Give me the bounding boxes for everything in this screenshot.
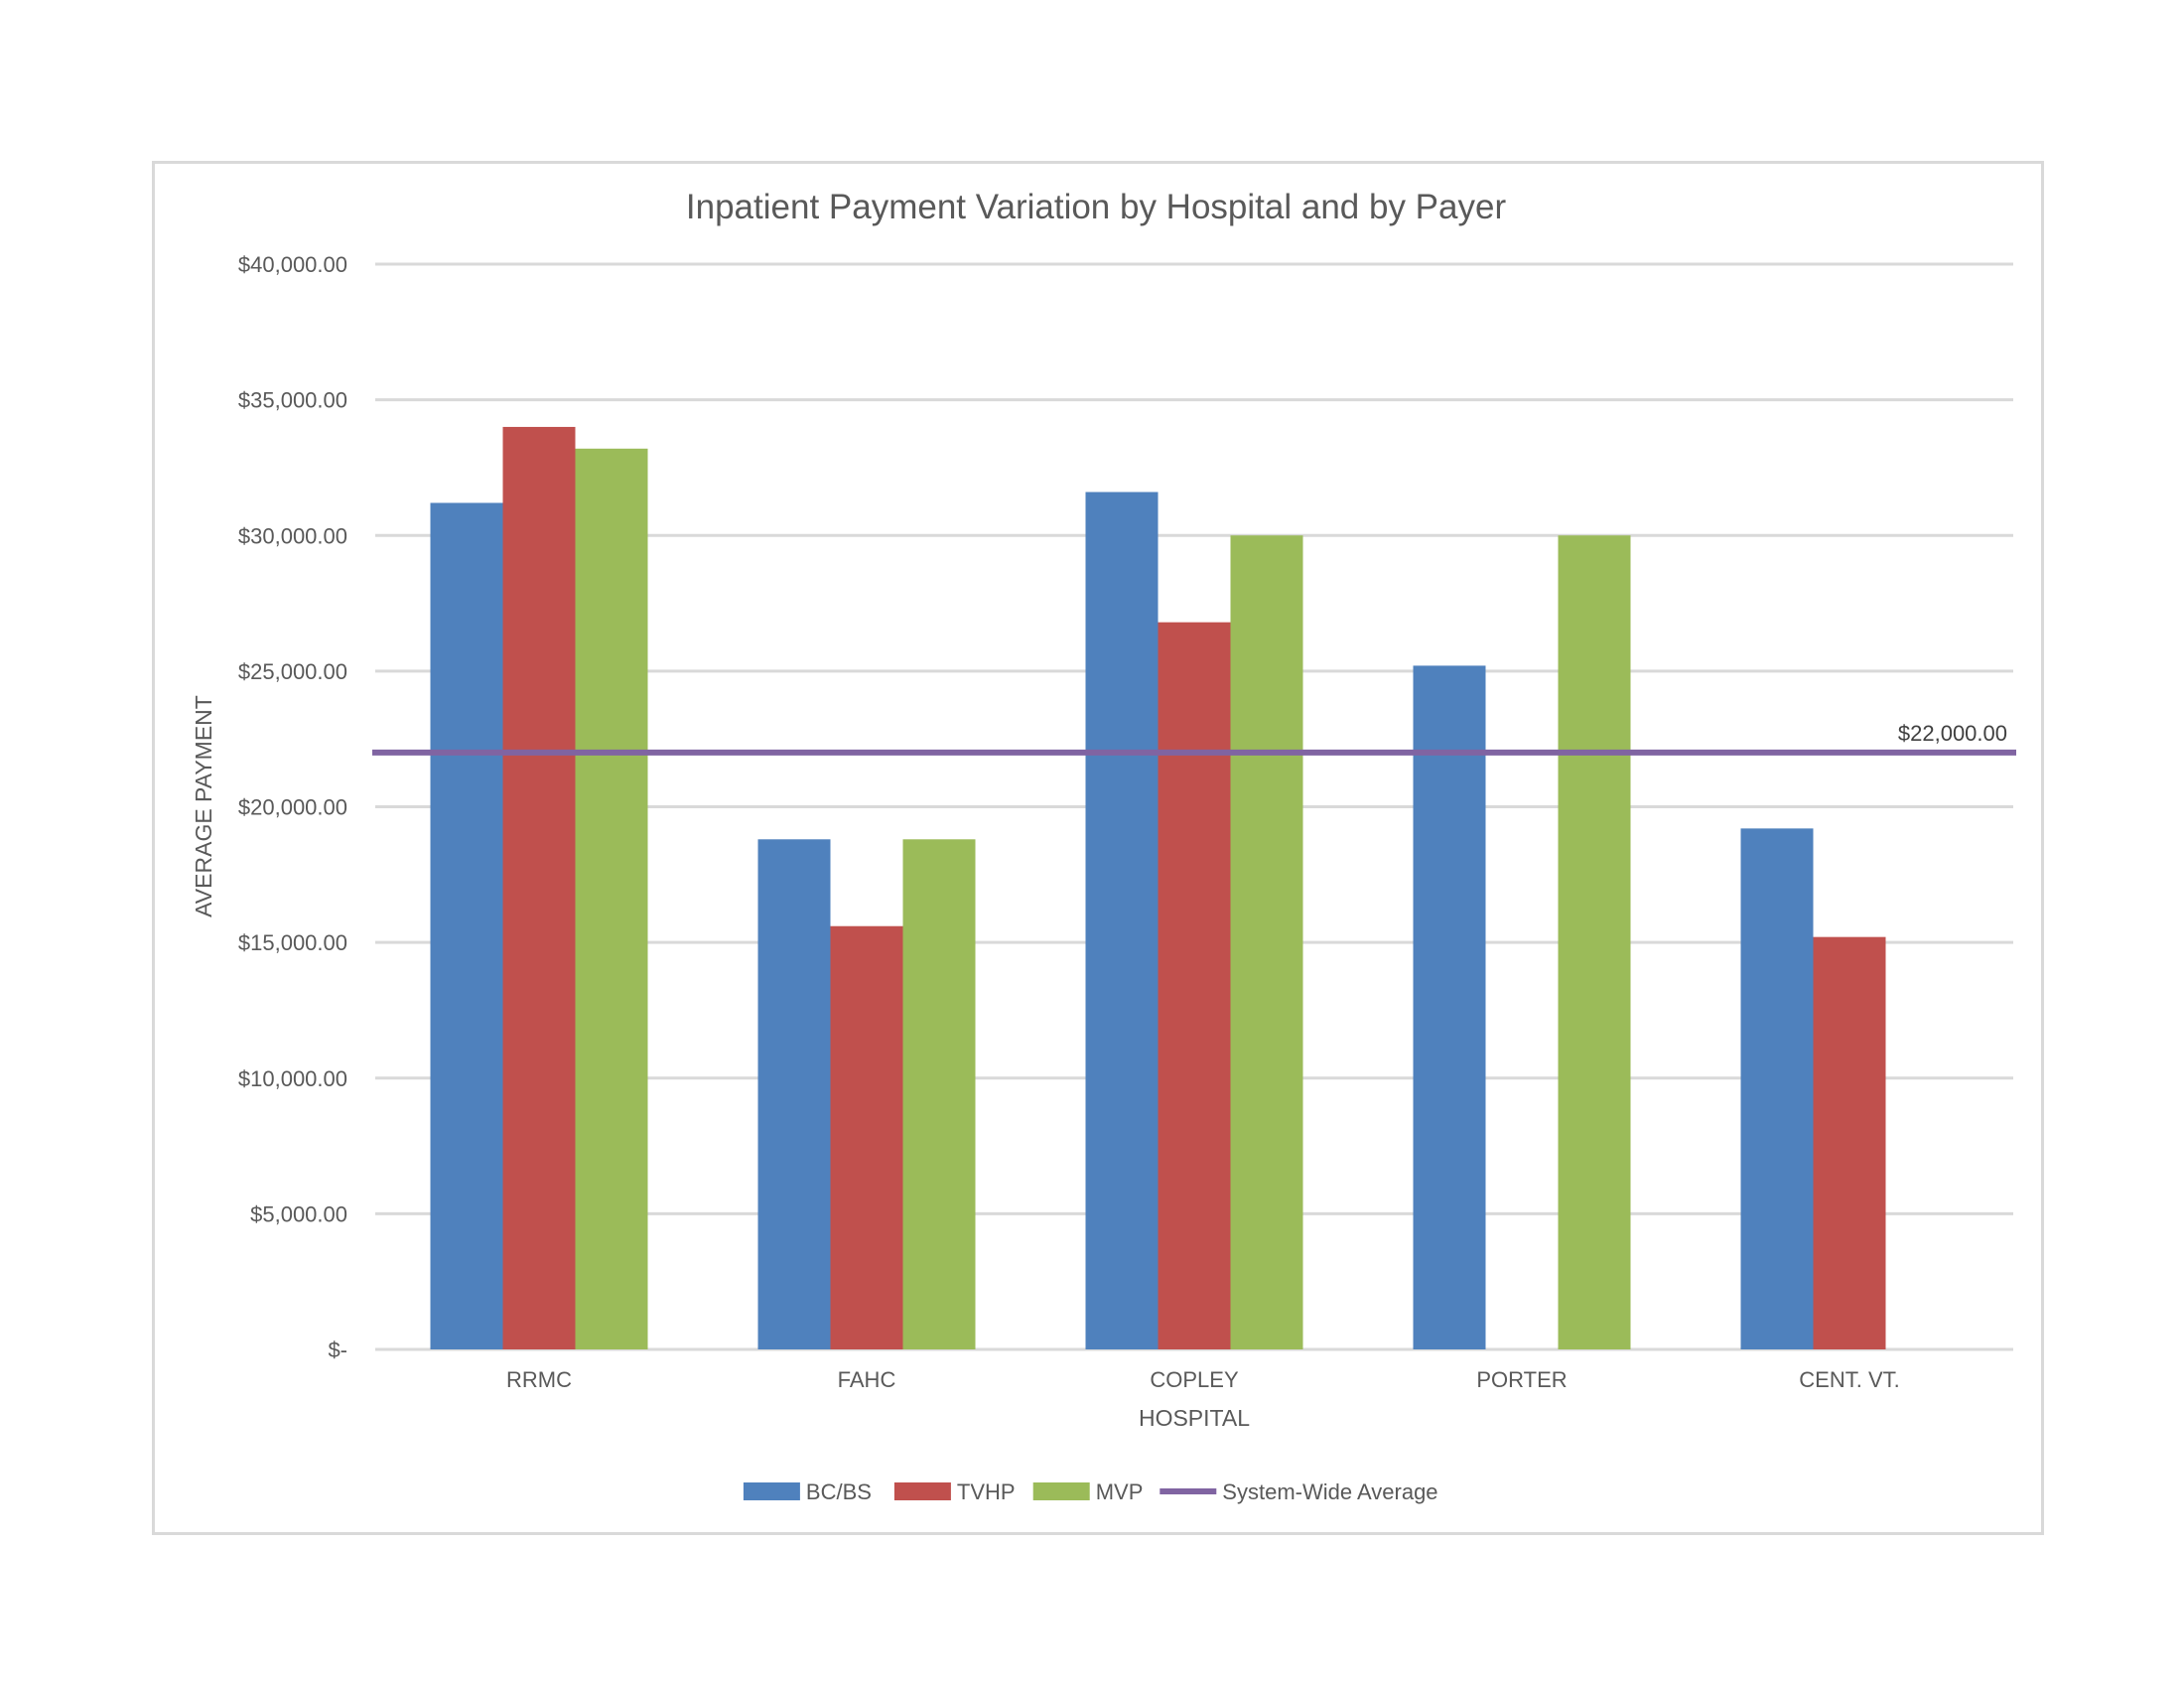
bar-mvp-copley xyxy=(1230,535,1303,1349)
x-tick-label: RRMC xyxy=(506,1367,572,1392)
y-tick-label: $5,000.00 xyxy=(250,1201,347,1226)
bar-tvhp-copley xyxy=(1158,622,1231,1349)
bar-mvp-fahc xyxy=(902,839,976,1349)
bars xyxy=(430,426,1886,1350)
bar-mvp-rrmc xyxy=(575,448,648,1349)
bar-bc-bs-cent-vt- xyxy=(1740,828,1814,1349)
bar-bc-bs-copley xyxy=(1085,492,1159,1349)
y-tick-label: $30,000.00 xyxy=(238,523,347,548)
legend: BC/BS TVHP MVP System-Wide Average xyxy=(743,1479,1438,1504)
legend-label-tvhp: TVHP xyxy=(957,1479,1016,1504)
legend-swatch-bc-bs xyxy=(743,1482,800,1500)
legend-label-system-wide-average: System-Wide Average xyxy=(1222,1479,1437,1504)
y-axis-label: AVERAGE PAYMENT xyxy=(191,695,216,917)
bar-bc-bs-fahc xyxy=(757,839,831,1349)
legend-label-bc-bs: BC/BS xyxy=(806,1479,872,1504)
y-tick-labels: $- $5,000.00 $10,000.00 $15,000.00 $20,000.0… xyxy=(238,252,347,1362)
x-axis-label: HOSPITAL xyxy=(1139,1405,1250,1431)
y-tick-label: $20,000.00 xyxy=(238,795,347,820)
x-tick-labels: RRMC FAHC COPLEY PORTER CENT. VT. xyxy=(506,1367,1900,1392)
y-tick-label: $25,000.00 xyxy=(238,659,347,684)
bar-tvhp-cent-vt- xyxy=(1813,936,1886,1349)
y-tick-label: $10,000.00 xyxy=(238,1066,347,1091)
y-tick-label: $15,000.00 xyxy=(238,930,347,955)
legend-swatch-tvhp xyxy=(893,1482,951,1500)
bar-mvp-porter xyxy=(1558,535,1631,1349)
y-tick-label: $35,000.00 xyxy=(238,388,347,413)
bar-tvhp-rrmc xyxy=(502,426,576,1349)
y-tick-label: $- xyxy=(328,1337,347,1362)
legend-label-mvp: MVP xyxy=(1096,1479,1144,1504)
legend-swatch-mvp xyxy=(1032,1482,1090,1500)
chart-title: Inpatient Payment Variation by Hospital … xyxy=(686,188,1507,226)
reference-line-group: $22,000.00 xyxy=(372,721,2016,756)
bar-bc-bs-porter xyxy=(1413,665,1486,1349)
x-tick-label: COPLEY xyxy=(1150,1367,1239,1392)
y-tick-label: $40,000.00 xyxy=(238,252,347,277)
x-tick-label: PORTER xyxy=(1476,1367,1567,1392)
bar-bc-bs-rrmc xyxy=(430,502,503,1350)
reference-line-label: $22,000.00 xyxy=(1898,721,2007,746)
x-tick-label: FAHC xyxy=(838,1367,896,1392)
bar-tvhp-fahc xyxy=(830,925,903,1349)
x-tick-label: CENT. VT. xyxy=(1799,1367,1899,1392)
